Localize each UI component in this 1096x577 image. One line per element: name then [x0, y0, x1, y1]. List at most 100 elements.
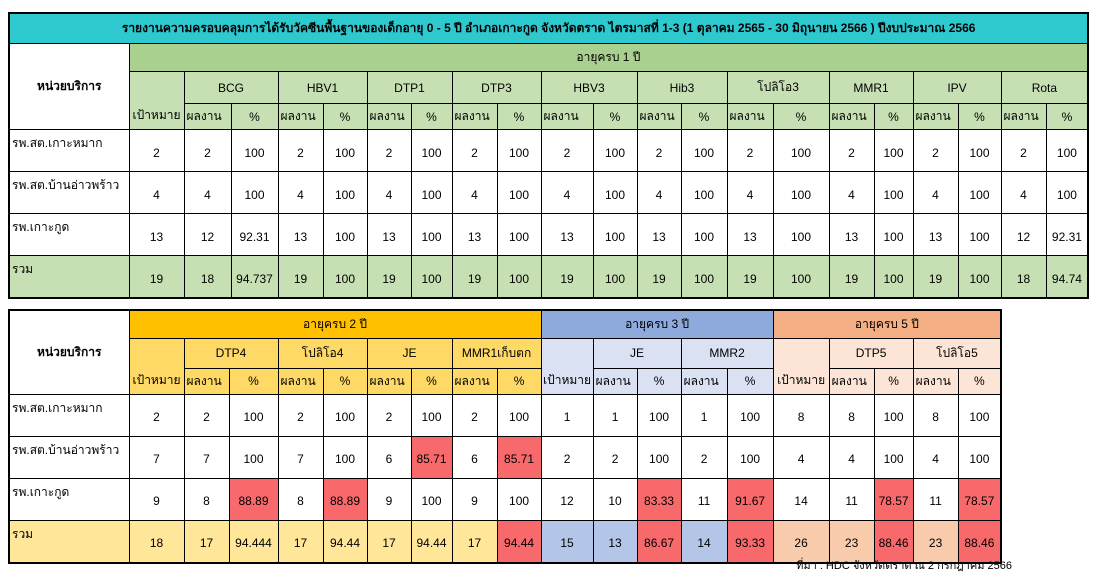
percent-value: 88.89 — [228, 477, 279, 521]
percent-value: 92.31 — [230, 213, 279, 256]
percent-value: 100 — [496, 171, 542, 214]
result-value: 19 — [726, 255, 774, 299]
subheader-row: ผลงาน% ผลงาน% ผลงาน% ผลงาน% ผลงาน% ผลงาน% ผลงา… — [9, 103, 1089, 130]
percent-value: 100 — [228, 435, 279, 479]
percent-value: 100 — [592, 255, 638, 299]
total-row: รวม 18 17 94.444 17 94.44 17 94.44 17 94.44 15 13 86… — [8, 519, 1002, 563]
percent-value: 100 — [873, 393, 914, 437]
target-value: 2 — [128, 393, 185, 437]
result-header: ผลงาน — [183, 367, 230, 395]
result-header: ผลงาน — [183, 103, 232, 130]
result-value: 19 — [366, 255, 412, 299]
result-value: 9 — [366, 477, 412, 521]
result-header: ผลงาน — [451, 367, 498, 395]
percent-value: 94.737 — [230, 255, 279, 299]
result-value: 8 — [912, 393, 959, 437]
result-value: 12 — [183, 213, 232, 256]
target-value: 19 — [128, 255, 185, 299]
result-value: 13 — [366, 213, 412, 256]
unit-name: รวม — [8, 255, 130, 299]
percent-value: 100 — [873, 171, 914, 214]
percent-value: 100 — [592, 213, 638, 256]
vaccine-header: MMR1 — [828, 71, 914, 104]
subheader-row: ผลงาน% ผลงาน% ผลงาน% ผลงาน% ผลงาน% ผลงาน% ผลงา… — [9, 367, 1002, 395]
percent-value: 94.444 — [228, 519, 279, 563]
unit-header: หน่วยบริการ — [8, 309, 130, 395]
vaccine-header: BCG — [183, 71, 279, 104]
result-value: 2 — [726, 129, 774, 172]
result-header: ผลงาน — [451, 103, 498, 130]
percent-value: 100 — [322, 213, 368, 256]
age-group-header: อายุครบ 5 ปี — [772, 309, 1002, 339]
table-row: รพ.เกาะกูด 9 8 88.89 8 88.89 9 100 9 100 12 10 83.33… — [8, 477, 1002, 521]
percent-value: 100 — [230, 171, 279, 214]
unit-name: รพ.สต.เกาะหมาก — [8, 393, 130, 437]
result-value: 2 — [912, 129, 959, 172]
unit-name: รวม — [8, 519, 130, 563]
percent-value: 100 — [957, 393, 1002, 437]
unit-name: รพ.เกาะกูด — [8, 213, 130, 256]
target-value: 14 — [772, 477, 830, 521]
result-value: 2 — [451, 129, 498, 172]
vaccine-header: JE — [592, 337, 682, 369]
table-row: รพ.สต.เกาะหมาก 2 2 100 2 100 2 100 2 100 2 100 2 100 2… — [8, 129, 1089, 172]
result-value: 18 — [183, 255, 232, 299]
vaccine-header: Rota — [1000, 71, 1089, 104]
percent-value: 100 — [322, 129, 368, 172]
result-value: 6 — [451, 435, 498, 479]
percent-value: 94.74 — [1045, 255, 1089, 299]
age-group-row: หน่วยบริการ อายุครบ 2 ปี อายุครบ 3 ปี อายุค… — [8, 309, 1002, 395]
percent-value: 100 — [873, 255, 914, 299]
target-value: 7 — [128, 435, 185, 479]
unit-name: รพ.สต.บ้านอ่าวพร้าว — [8, 171, 130, 214]
result-value: 2 — [540, 129, 594, 172]
table-row: รพ.เกาะกูด 13 12 92.31 13 100 13 100 13 100 13 100 1… — [8, 213, 1089, 256]
vaccine-header: JE — [366, 337, 453, 369]
percent-header: % — [772, 103, 830, 130]
result-value: 13 — [726, 213, 774, 256]
total-row: รวม 19 18 94.737 19 100 19 100 19 100 19 100 19 100 19… — [8, 255, 1089, 299]
unit-name: รพ.สต.บ้านอ่าวพร้าว — [8, 435, 130, 479]
percent-value: 100 — [680, 213, 728, 256]
vaccine-header: HBV3 — [540, 71, 638, 104]
result-value: 4 — [366, 171, 412, 214]
report-title: รายงานความครอบคลุมการได้รับวัคซีนพื้นฐาน… — [8, 12, 1089, 44]
result-value: 4 — [540, 171, 594, 214]
result-value: 17 — [277, 519, 324, 563]
percent-value: 100 — [636, 393, 682, 437]
result-value: 2 — [636, 129, 682, 172]
coverage-table-age-2-3-5: หน่วยบริการ อายุครบ 2 ปี อายุครบ 3 ปี อายุค… — [8, 309, 1003, 564]
result-header: ผลงาน — [828, 367, 875, 395]
percent-value: 100 — [496, 213, 542, 256]
result-value: 13 — [912, 213, 959, 256]
result-value: 4 — [636, 171, 682, 214]
result-value: 13 — [592, 519, 638, 563]
percent-value: 83.33 — [636, 477, 682, 521]
target-header: เป้าหมาย — [540, 337, 594, 395]
percent-header: % — [680, 103, 728, 130]
result-value: 17 — [451, 519, 498, 563]
result-value: 4 — [1000, 171, 1047, 214]
target-value: 2 — [128, 129, 185, 172]
target-value: 15 — [540, 519, 594, 563]
vaccine-row: เป้าหมาย BCG HBV1 DTP1 DTP3 HBV3 Hib3 โปลิโอ3 MM… — [9, 71, 1089, 130]
table-row: รพ.สต.บ้านอ่าวพร้าว 4 4 100 4 100 4 100 4 100 4 100… — [8, 171, 1089, 214]
result-value: 4 — [451, 171, 498, 214]
result-value: 4 — [183, 171, 232, 214]
percent-value: 100 — [772, 129, 830, 172]
percent-value: 100 — [322, 255, 368, 299]
percent-value: 100 — [957, 255, 1002, 299]
percent-header: % — [873, 367, 914, 395]
vaccine-header: DTP1 — [366, 71, 453, 104]
result-value: 19 — [636, 255, 682, 299]
percent-header: % — [636, 367, 682, 395]
target-value: 4 — [772, 435, 830, 479]
result-value: 13 — [277, 213, 324, 256]
percent-value: 100 — [410, 213, 453, 256]
vaccine-header: DTP4 — [183, 337, 279, 369]
percent-value: 100 — [772, 171, 830, 214]
result-value: 19 — [912, 255, 959, 299]
percent-header: % — [322, 103, 368, 130]
percent-value: 100 — [957, 435, 1002, 479]
result-value: 2 — [451, 393, 498, 437]
